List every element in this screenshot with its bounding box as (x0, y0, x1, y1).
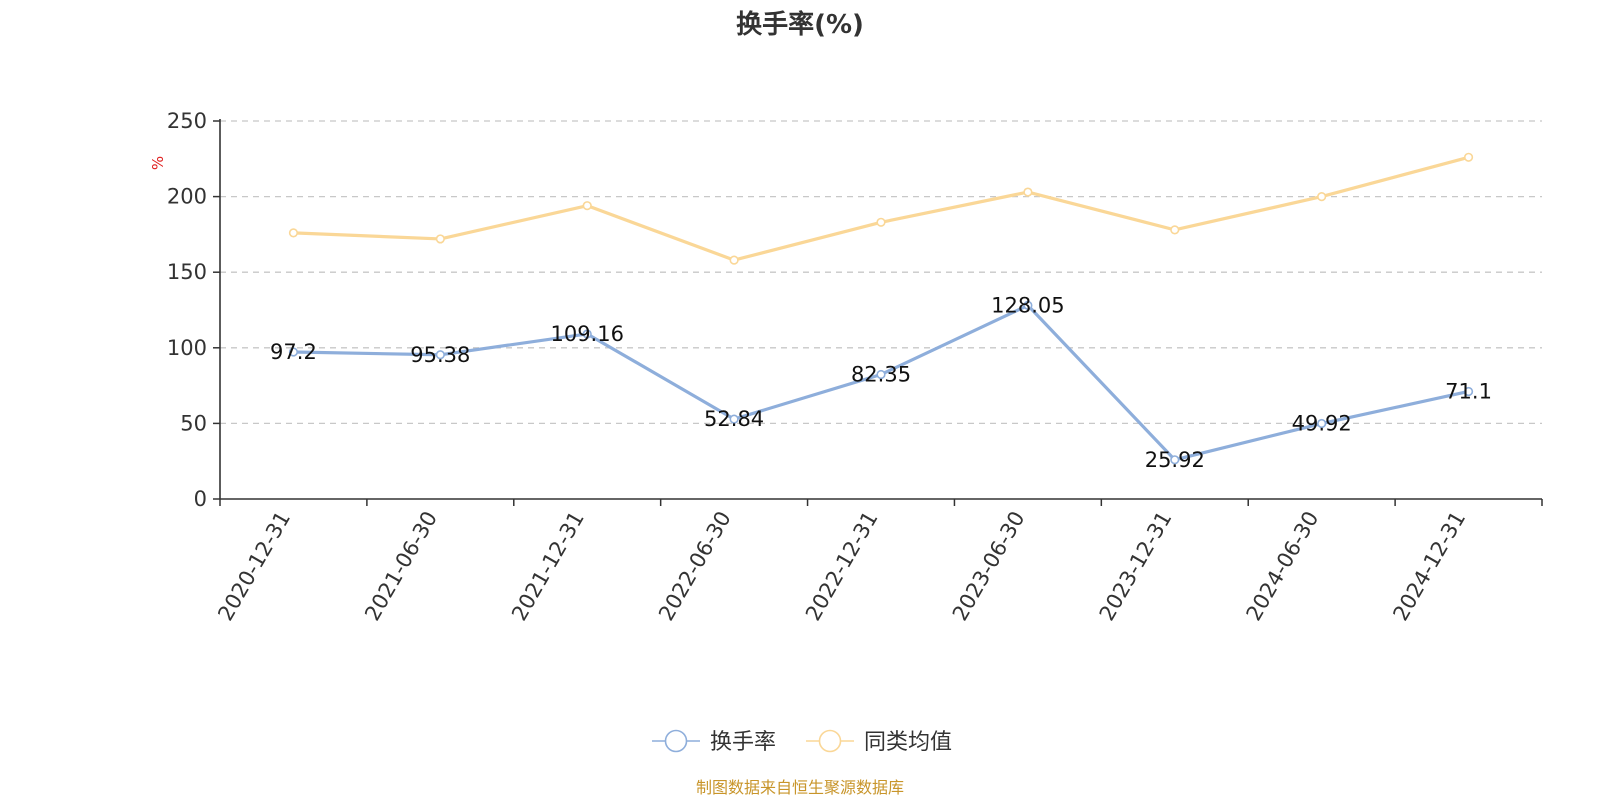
data-label: 128.05 (991, 293, 1064, 317)
data-point[interactable] (1170, 225, 1180, 235)
data-point[interactable] (1170, 455, 1180, 465)
data-point[interactable] (1463, 386, 1474, 397)
data-point[interactable] (729, 414, 739, 424)
y-tick-label: 100 (167, 336, 207, 360)
data-label: 71.1 (1445, 379, 1492, 403)
x-tick-label: 2021-06-30 (360, 507, 442, 625)
legend-marker-icon (664, 729, 688, 753)
y-tick-label: 200 (167, 185, 207, 209)
data-point[interactable] (288, 347, 299, 357)
x-tick-label: 2021-12-31 (507, 507, 589, 625)
data-label: 95.38 (410, 343, 470, 367)
y-axis-ticks: 0 50 100 150 200 250 (167, 109, 220, 511)
legend-marker-icon (818, 729, 842, 753)
x-tick-label: 2023-12-31 (1095, 507, 1177, 625)
data-label: 82.35 (851, 362, 911, 386)
y-tick-label: 250 (167, 109, 207, 133)
x-tick-label: 2024-06-30 (1242, 507, 1324, 625)
data-point[interactable] (1463, 152, 1474, 162)
y-tick-label: 50 (180, 411, 207, 435)
data-point[interactable] (435, 350, 445, 360)
x-tick-label: 2023-06-30 (948, 507, 1030, 625)
axes (219, 119, 1542, 500)
data-label: 109.16 (550, 322, 623, 346)
x-tick-label: 2022-12-31 (801, 507, 883, 625)
legend-label: 同类均值 (864, 730, 952, 755)
data-point[interactable] (582, 201, 592, 211)
legend-item[interactable]: 换手率 (652, 729, 776, 755)
y-tick-label: 150 (167, 260, 207, 284)
data-point[interactable] (435, 234, 445, 244)
data-point[interactable] (876, 217, 886, 227)
y-tick-label: 0 (194, 487, 207, 511)
chart-title: 换手率(%) (736, 9, 864, 40)
data-point[interactable] (1023, 187, 1033, 197)
data-label: 97.2 (270, 340, 317, 364)
series-line-peer-average (293, 155, 1469, 262)
data-point[interactable] (1317, 418, 1327, 429)
data-label: 52.84 (704, 407, 764, 431)
x-axis-ticks: 2020-12-31 2021-06-30 2021-12-31 2022-06-30… (213, 499, 1543, 625)
data-point[interactable] (1317, 192, 1327, 202)
source-note: 制图数据来自恒生聚源数据库 (696, 778, 904, 797)
data-point[interactable] (729, 255, 739, 265)
data-point[interactable] (288, 228, 299, 238)
legend[interactable]: 换手率 同类均值 (652, 729, 952, 755)
x-tick-label: 2024-12-31 (1388, 507, 1470, 625)
y-axis-unit: % (149, 156, 167, 170)
legend-label: 换手率 (710, 730, 776, 755)
data-point[interactable] (876, 369, 886, 380)
legend-item[interactable]: 同类均值 (806, 729, 952, 755)
x-tick-label: 2022-06-30 (654, 507, 736, 625)
data-labels: 97.2 95.38 109.16 52.84 82.35 128.05 25.92 49.9… (270, 293, 1492, 471)
data-point[interactable] (582, 329, 592, 339)
data-label: 25.92 (1145, 448, 1205, 472)
x-tick-label: 2020-12-31 (213, 507, 295, 625)
series-group (288, 152, 1474, 465)
data-label: 49.92 (1292, 412, 1352, 436)
data-point[interactable] (1023, 300, 1033, 310)
